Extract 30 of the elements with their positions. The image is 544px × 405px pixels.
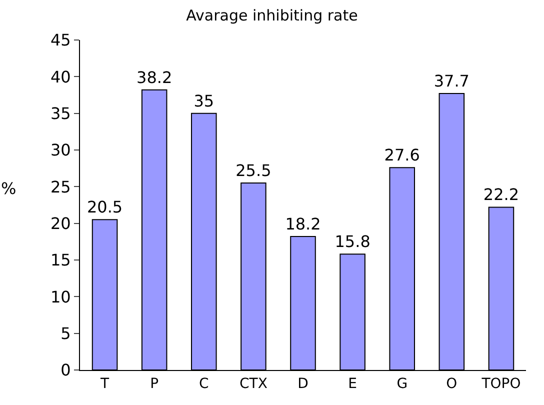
data-label: 15.8 xyxy=(334,232,370,252)
x-tick-label: TOPO xyxy=(480,376,521,392)
x-tick-label: CTX xyxy=(239,376,268,392)
data-label: 35 xyxy=(194,91,214,110)
x-tick-label: T xyxy=(100,376,110,392)
y-tick-label: 20 xyxy=(50,214,71,233)
x-tick-label: G xyxy=(396,376,408,392)
data-label: 18.2 xyxy=(285,214,321,234)
data-label: 20.5 xyxy=(86,198,123,217)
chart-title: Avarage inhibiting rate xyxy=(186,6,358,25)
y-tick-label: 15 xyxy=(50,250,71,270)
x-tick-label: P xyxy=(150,376,159,392)
x-tick-label: E xyxy=(348,376,357,392)
data-label: 37.7 xyxy=(434,72,470,91)
x-tick-label: D xyxy=(298,376,308,392)
y-tick-label: 25 xyxy=(50,177,71,196)
data-label: 27.6 xyxy=(384,146,420,165)
y-tick-label: 5 xyxy=(60,324,71,343)
y-tick-label: 30 xyxy=(50,140,71,160)
y-tick-label: 10 xyxy=(50,287,71,306)
data-label: 25.5 xyxy=(236,161,272,180)
x-tick-label: C xyxy=(199,376,209,392)
data-label: 38.2 xyxy=(136,68,172,87)
data-label: 22.2 xyxy=(483,185,520,204)
y-tick-label: 40 xyxy=(50,67,71,86)
y-axis-title: % xyxy=(1,179,16,198)
y-tick-label: 45 xyxy=(50,30,71,50)
y-tick-label: 0 xyxy=(60,360,71,380)
y-tick-label: 35 xyxy=(50,104,71,123)
x-tick-label: O xyxy=(446,376,458,392)
